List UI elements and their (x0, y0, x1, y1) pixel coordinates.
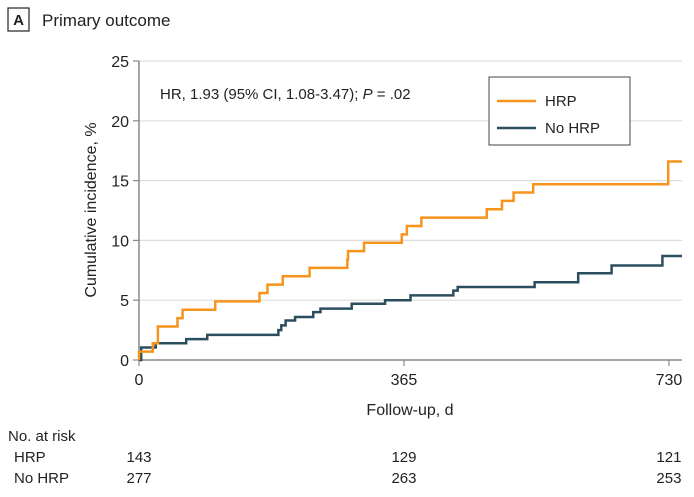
y-tick-label: 0 (120, 353, 129, 370)
y-tick-label: 5 (120, 293, 129, 310)
risk-value: 277 (126, 470, 151, 487)
risk-value: 121 (656, 449, 681, 466)
risk-row-label: HRP (14, 449, 46, 466)
risk-row-label: No HRP (14, 470, 69, 487)
y-tick-label: 25 (111, 54, 129, 71)
risk-value: 129 (391, 449, 416, 466)
panel-letter: A (13, 12, 24, 29)
legend-label: No HRP (545, 120, 600, 137)
y-tick-label: 20 (111, 114, 129, 131)
y-axis-label: Cumulative incidence, % (83, 122, 100, 297)
risk-value: 263 (391, 470, 416, 487)
x-axis-label: Follow-up, d (366, 402, 453, 419)
legend: HRP No HRP (488, 76, 631, 146)
y-tick-label: 10 (111, 233, 129, 250)
x-tick-label: 365 (391, 372, 418, 389)
series-line-no-hrp (139, 254, 682, 362)
hr-annotation: HR, 1.93 (95% CI, 1.08-3.47); P = .02 (160, 86, 411, 103)
risk-table-title: No. at risk (8, 428, 76, 445)
risk-value: 143 (126, 449, 151, 466)
x-tick-label: 0 (135, 372, 144, 389)
risk-value: 253 (656, 470, 681, 487)
series-line-hrp (137, 160, 682, 360)
legend-label: HRP (545, 93, 577, 110)
y-tick-label: 15 (111, 174, 129, 191)
panel-title: Primary outcome (42, 11, 170, 30)
panel-letter-box (7, 7, 30, 32)
x-tick-label: 730 (656, 372, 683, 389)
